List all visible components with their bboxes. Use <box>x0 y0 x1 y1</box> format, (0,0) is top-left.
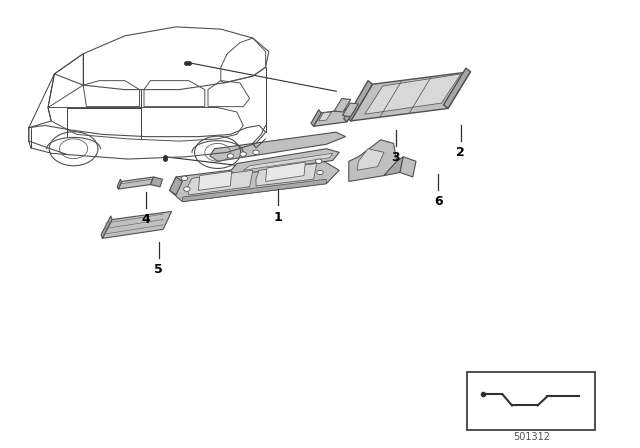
Text: 1: 1 <box>274 211 283 224</box>
Polygon shape <box>170 159 339 202</box>
Text: 3: 3 <box>391 151 400 164</box>
Polygon shape <box>444 68 470 108</box>
Polygon shape <box>384 157 403 176</box>
Polygon shape <box>319 112 332 121</box>
Bar <box>467 372 595 430</box>
Polygon shape <box>400 157 416 177</box>
Text: 4: 4 <box>141 213 150 226</box>
Circle shape <box>184 187 190 191</box>
Polygon shape <box>266 162 305 181</box>
Polygon shape <box>347 81 372 121</box>
Text: 5: 5 <box>154 263 163 276</box>
Polygon shape <box>198 171 232 190</box>
Circle shape <box>240 152 246 156</box>
Polygon shape <box>182 179 326 202</box>
Polygon shape <box>334 99 351 112</box>
Polygon shape <box>101 216 112 238</box>
Circle shape <box>316 159 322 164</box>
Polygon shape <box>118 177 154 189</box>
Polygon shape <box>187 170 253 195</box>
Polygon shape <box>243 153 333 170</box>
Text: 2: 2 <box>456 146 465 159</box>
Polygon shape <box>210 132 346 161</box>
Polygon shape <box>365 74 461 114</box>
Polygon shape <box>351 72 470 121</box>
Polygon shape <box>170 177 182 195</box>
Polygon shape <box>311 110 321 126</box>
Circle shape <box>181 176 188 181</box>
Text: 6: 6 <box>434 195 443 208</box>
Polygon shape <box>344 105 355 122</box>
Polygon shape <box>342 103 358 116</box>
Polygon shape <box>102 211 172 238</box>
Circle shape <box>253 150 259 155</box>
Polygon shape <box>256 164 317 186</box>
Polygon shape <box>117 179 122 189</box>
Polygon shape <box>314 108 355 126</box>
Polygon shape <box>357 149 384 170</box>
Circle shape <box>227 154 234 158</box>
Polygon shape <box>150 177 163 187</box>
Text: 501312: 501312 <box>513 432 550 442</box>
Circle shape <box>317 170 323 175</box>
Polygon shape <box>349 140 397 181</box>
Polygon shape <box>230 149 339 175</box>
